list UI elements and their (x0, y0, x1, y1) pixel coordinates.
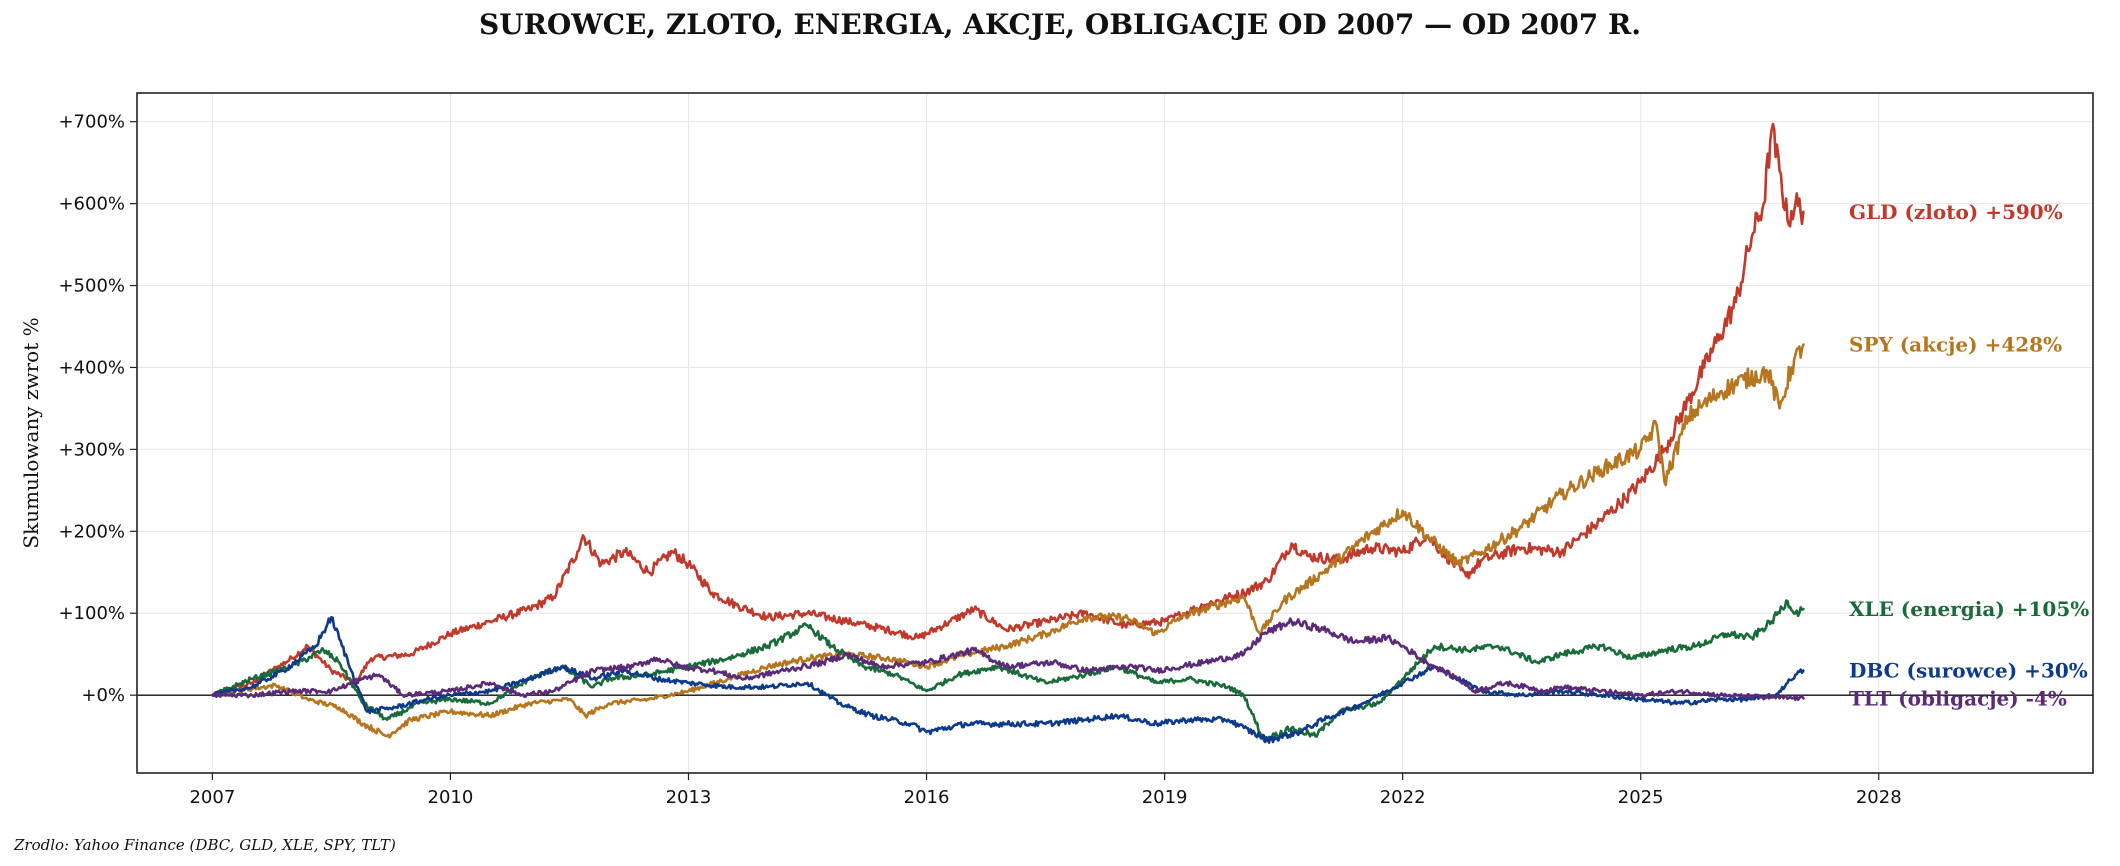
y-tick-label: +300% (58, 439, 125, 460)
y-axis-label: Skumulowany zwrot % (19, 317, 43, 548)
x-tick-label: 2007 (189, 787, 235, 808)
x-tick-label: 2013 (666, 787, 712, 808)
y-axis-ticks: +0% +100% +200% +300% +400% +500% +600% +700% (58, 112, 137, 706)
x-tick-label: 2010 (428, 787, 474, 808)
y-tick-label: +200% (58, 521, 125, 542)
series-line (211, 616, 1805, 744)
series-end-label: TLT (obligacje) -4% (1849, 686, 2067, 710)
series-line (211, 599, 1805, 744)
series-line (211, 343, 1805, 739)
x-tick-label: 2022 (1380, 787, 1426, 808)
x-axis-ticks: 2007 2010 2013 2016 2019 2022 2025 2028 (189, 773, 1902, 808)
y-tick-label: +0% (81, 685, 125, 706)
series-end-label: DBC (surowce) +30% (1849, 659, 2088, 683)
y-tick-label: +500% (58, 276, 125, 297)
series-end-label: SPY (akcje) +428% (1849, 333, 2062, 357)
x-tick-label: 2025 (1618, 787, 1664, 808)
x-tick-label: 2019 (1142, 787, 1188, 808)
series-end-label: XLE (energia) +105% (1849, 597, 2089, 621)
series-line (211, 617, 1805, 702)
y-tick-label: +700% (58, 112, 125, 133)
x-tick-label: 2016 (904, 787, 950, 808)
plot-frame (136, 92, 2094, 774)
x-tick-label: 2028 (1856, 787, 1902, 808)
series-end-labels: GLD (zloto) +590% SPY (akcje) +428% XLE (e… (1849, 200, 2089, 711)
y-tick-label: +100% (58, 603, 125, 624)
grid (137, 93, 2093, 773)
chart-title: SUROWCE, ZLOTO, ENERGIA, AKCJE, OBLIGACJ… (479, 8, 1641, 41)
y-tick-label: +400% (58, 357, 125, 378)
source-note: Zrodlo: Yahoo Finance (DBC, GLD, XLE, SP… (13, 836, 396, 854)
series-end-label: GLD (zloto) +590% (1849, 200, 2063, 224)
series-line (211, 122, 1805, 697)
series-group (211, 122, 1805, 744)
y-tick-label: +600% (58, 194, 125, 215)
